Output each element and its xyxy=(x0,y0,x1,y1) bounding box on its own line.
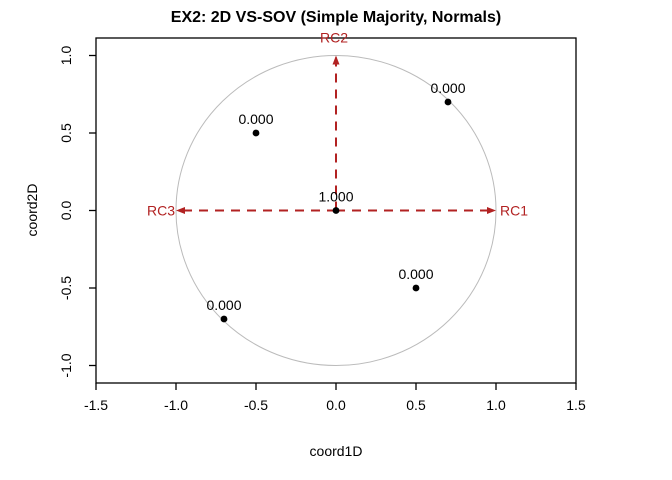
x-tick-label: 0.0 xyxy=(326,397,346,413)
rc-arrow-label-RC3: RC3 xyxy=(147,203,175,219)
y-axis-label: coord2D xyxy=(24,183,40,237)
x-axis-label: coord1D xyxy=(309,443,363,459)
rc-arrow-label-RC2: RC2 xyxy=(320,30,348,46)
x-tick-label: 0.5 xyxy=(406,397,426,413)
y-tick-label: -0.5 xyxy=(58,276,74,300)
rc-arrowhead-RC2 xyxy=(332,55,340,65)
data-point-label: 0.000 xyxy=(206,297,241,313)
x-tick-label: 1.5 xyxy=(566,397,586,413)
x-tick-label: -1.0 xyxy=(164,397,188,413)
data-point xyxy=(220,315,228,323)
data-point-label: 0.000 xyxy=(238,111,273,127)
data-point xyxy=(444,98,452,106)
rc-arrowhead-RC3 xyxy=(176,207,185,214)
y-tick-label: -1.0 xyxy=(58,353,74,377)
x-tick-label: -0.5 xyxy=(244,397,268,413)
data-point xyxy=(252,129,260,137)
data-point xyxy=(412,284,420,292)
y-tick-label: 0.5 xyxy=(58,123,74,143)
x-tick-label: -1.5 xyxy=(84,397,108,413)
data-point xyxy=(332,207,340,214)
data-point-label: 1.000 xyxy=(318,189,353,205)
data-point-label: 0.000 xyxy=(398,266,433,282)
y-tick-label: 0.0 xyxy=(58,201,74,221)
plot-title: EX2: 2D VS-SOV (Simple Majority, Normals… xyxy=(170,9,502,26)
rc-arrow-label-RC1: RC1 xyxy=(500,203,528,219)
y-tick-label: 1.0 xyxy=(58,46,74,66)
rc-arrowhead-RC1 xyxy=(487,207,496,214)
data-point-label: 0.000 xyxy=(430,80,465,96)
x-tick-label: 1.0 xyxy=(486,397,506,413)
